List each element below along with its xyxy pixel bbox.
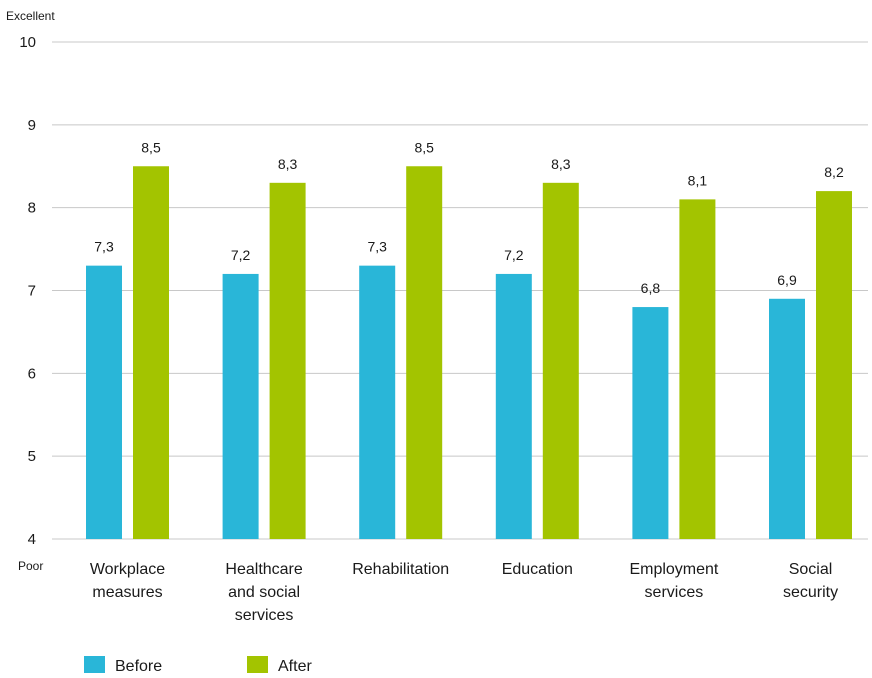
category-label: Workplace xyxy=(90,561,165,578)
y-axis-ticks: 4 5 6 7 8 9 10 xyxy=(19,34,36,548)
data-label: 8,3 xyxy=(551,156,571,172)
category-label: security xyxy=(783,584,838,601)
data-label: 7,3 xyxy=(367,239,387,255)
category-label: Rehabilitation xyxy=(352,561,449,578)
legend-label-after: After xyxy=(278,658,312,675)
data-label: 7,2 xyxy=(504,247,524,263)
bar-before xyxy=(223,274,259,539)
category-labels: Workplace measures Healthcare and social ser… xyxy=(90,561,838,624)
bar-after xyxy=(816,191,852,539)
category-label: measures xyxy=(92,584,162,601)
category-label: Education xyxy=(502,561,573,578)
data-label: 6,8 xyxy=(641,280,661,296)
legend-label-before: Before xyxy=(115,658,162,675)
legend: Before After xyxy=(84,656,312,675)
data-label: 8,5 xyxy=(141,139,161,155)
category-label: Healthcare xyxy=(225,561,302,578)
data-label: 7,2 xyxy=(231,247,251,263)
category-label: services xyxy=(235,607,294,624)
bar-after xyxy=(133,166,169,539)
y-tick-label: 5 xyxy=(28,448,36,465)
category-label: Social xyxy=(789,561,833,578)
bar-after xyxy=(270,183,306,539)
y-tick-label: 6 xyxy=(28,365,36,382)
data-label: 8,1 xyxy=(688,172,708,188)
bar-before xyxy=(769,299,805,539)
category-label: services xyxy=(645,584,704,601)
data-label: 6,9 xyxy=(777,272,797,288)
y-tick-label: 9 xyxy=(28,117,36,134)
y-axis-top-label: Excellent xyxy=(6,9,55,23)
bar-before xyxy=(632,307,668,539)
data-label: 8,2 xyxy=(824,164,844,180)
data-labels: 7,3 8,5 7,2 8,3 7,3 8,5 7,2 8,3 6,8 8,1 6,9 8,2 xyxy=(94,139,844,296)
bar-before xyxy=(86,266,122,539)
bar-after xyxy=(543,183,579,539)
y-tick-label: 7 xyxy=(28,283,36,300)
y-axis-bottom-label: Poor xyxy=(18,559,43,573)
bar-before xyxy=(496,274,532,539)
data-label: 8,5 xyxy=(414,139,434,155)
legend-swatch-after xyxy=(247,656,268,673)
bar-after xyxy=(406,166,442,539)
data-label: 7,3 xyxy=(94,239,114,255)
bars xyxy=(86,166,852,539)
bar-before xyxy=(359,266,395,539)
category-label: and social xyxy=(228,584,300,601)
category-label: Employment xyxy=(629,561,718,578)
data-label: 8,3 xyxy=(278,156,298,172)
bar-after xyxy=(679,199,715,539)
gridlines xyxy=(52,42,868,539)
y-tick-label: 4 xyxy=(28,531,36,548)
y-tick-label: 10 xyxy=(19,34,36,51)
y-tick-label: 8 xyxy=(28,200,36,217)
legend-swatch-before xyxy=(84,656,105,673)
